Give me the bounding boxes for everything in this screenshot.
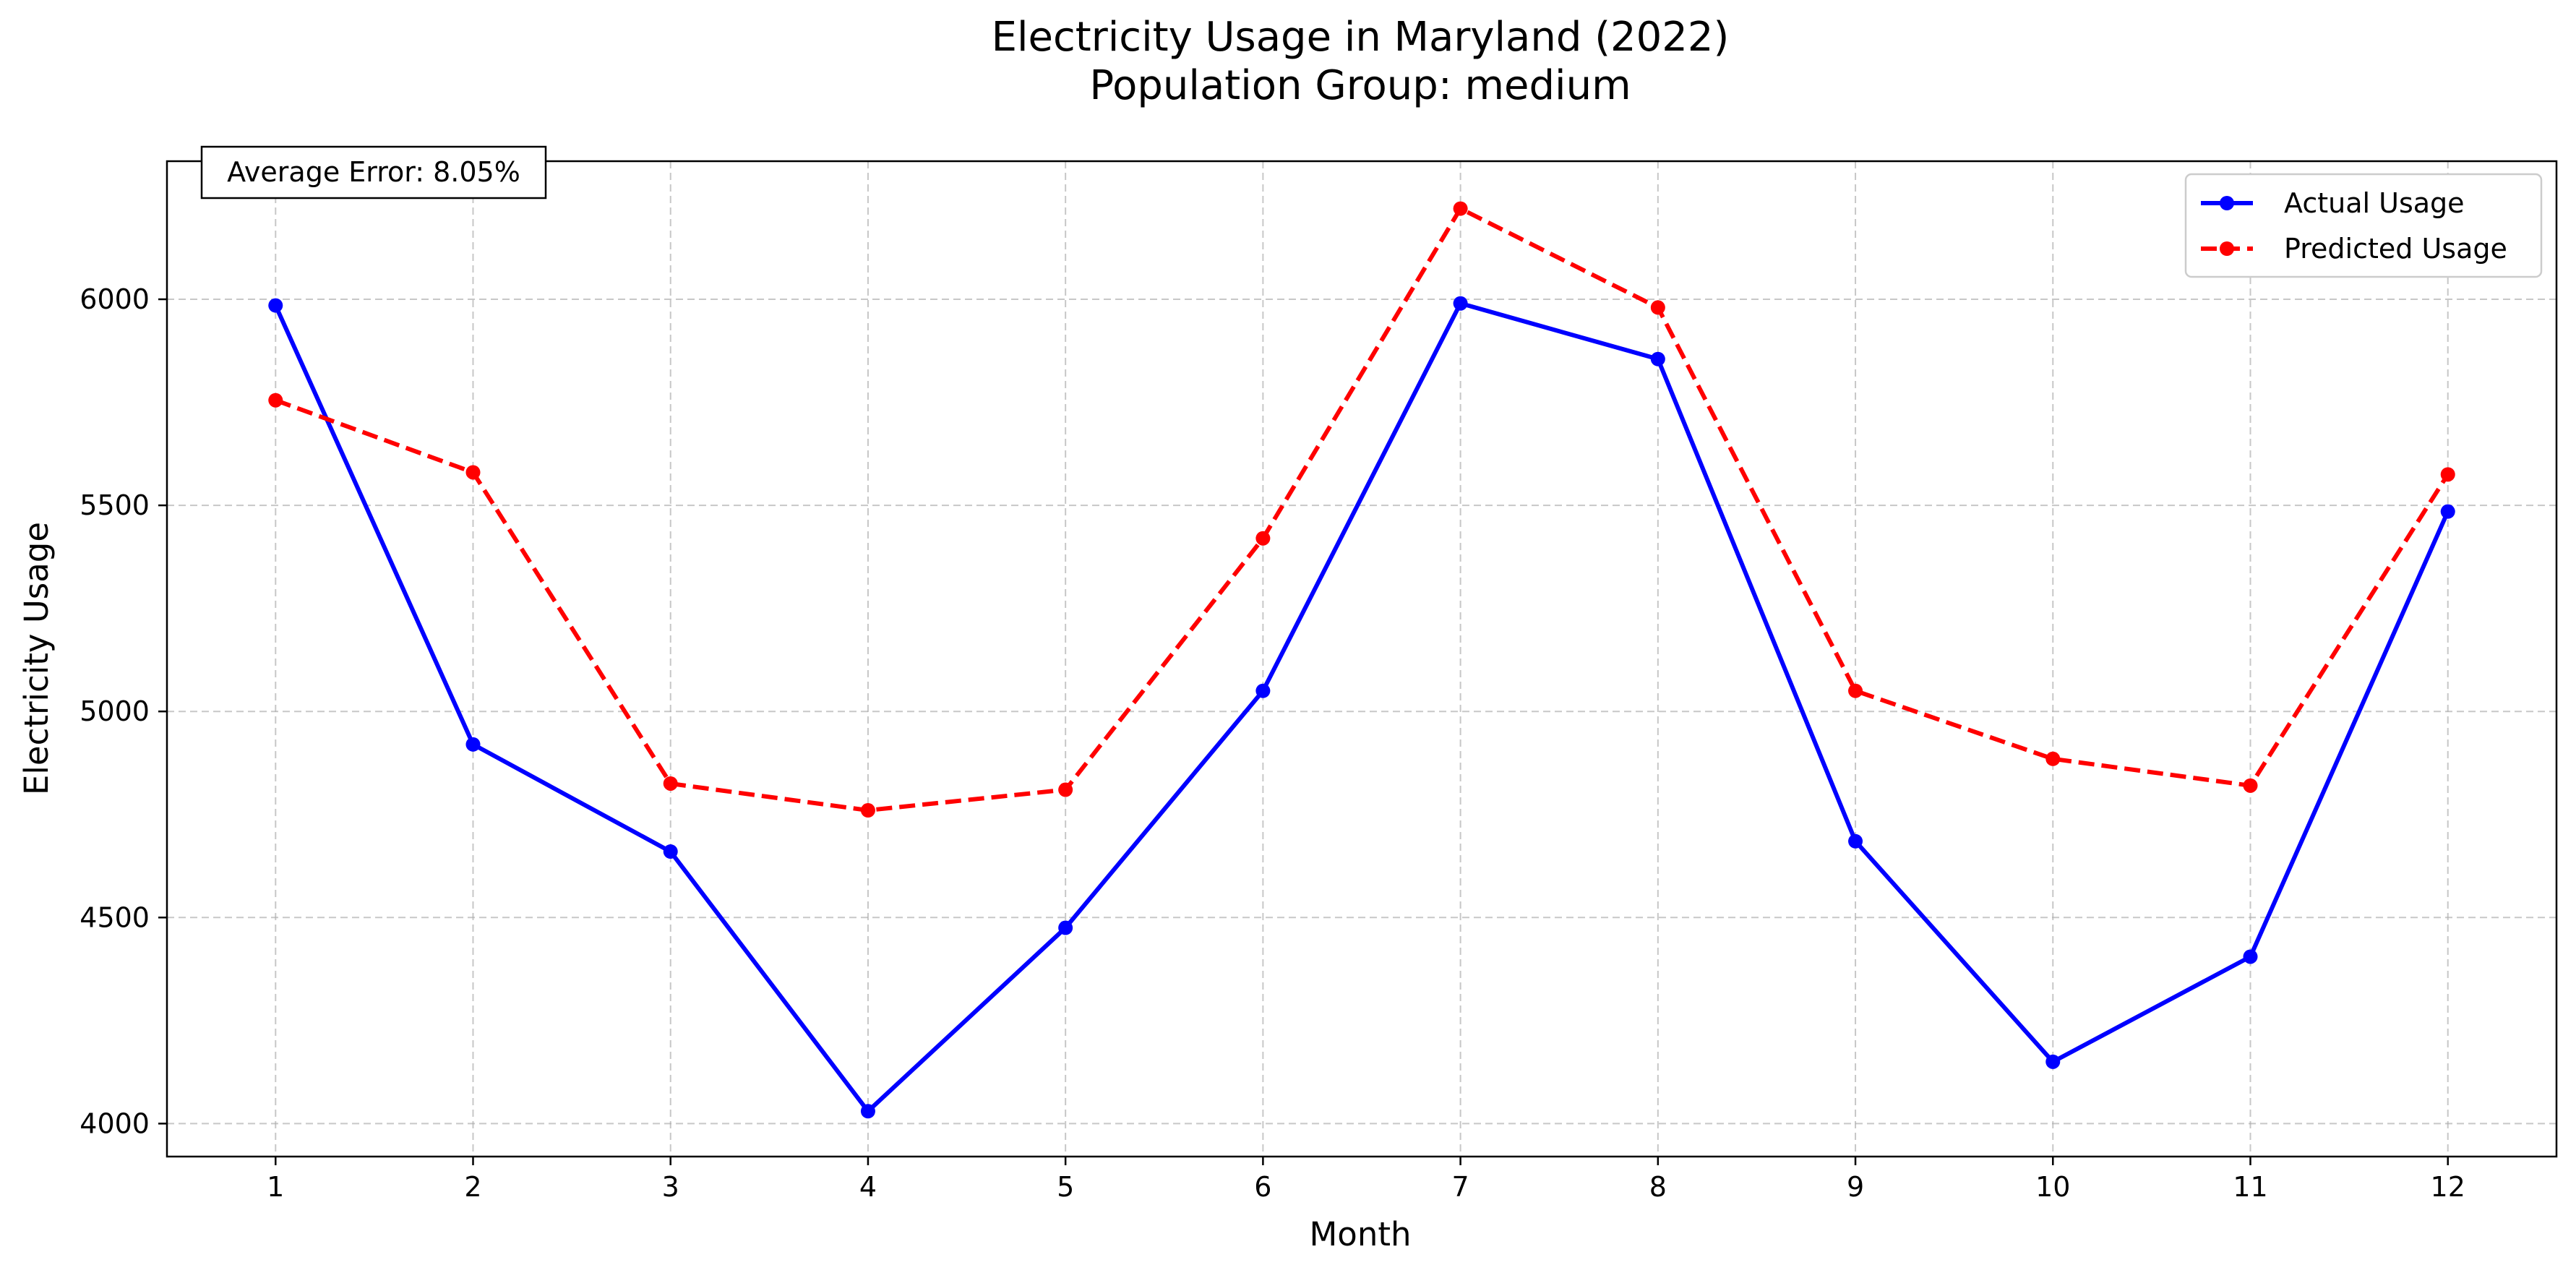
- actual-usage-point: [2045, 1054, 2061, 1069]
- y-tick-label: 6000: [80, 283, 150, 315]
- x-tick-label: 1: [267, 1171, 284, 1203]
- actual-usage-point: [1058, 920, 1073, 935]
- actual-usage-point: [1848, 833, 1863, 849]
- y-tick-label: 4500: [80, 901, 150, 933]
- predicted-usage-point: [1848, 683, 1863, 698]
- x-tick-label: 11: [2233, 1171, 2267, 1203]
- predicted-usage-point: [2045, 751, 2061, 766]
- x-tick-label: 4: [859, 1171, 877, 1203]
- predicted-usage-point: [268, 393, 283, 408]
- x-tick-label: 6: [1254, 1171, 1271, 1203]
- x-tick-label: 12: [2431, 1171, 2465, 1203]
- chart-subtitle: Population Group: medium: [1089, 62, 1631, 109]
- y-axis-label: Electricity Usage: [17, 522, 56, 795]
- predicted-usage-point: [2243, 778, 2258, 793]
- legend-box: [2184, 173, 2543, 278]
- actual-usage-point: [860, 1104, 875, 1119]
- series-group: [268, 201, 2455, 1119]
- legend-actual-usage-label: Actual Usage: [2284, 187, 2465, 219]
- actual-usage-point: [2243, 949, 2258, 964]
- predicted-usage-point: [1650, 300, 1665, 315]
- x-tick-label: 9: [1847, 1171, 1864, 1203]
- predicted-usage-point: [2440, 467, 2455, 482]
- y-tick-label: 5000: [80, 695, 150, 727]
- actual-usage-point: [465, 737, 481, 752]
- plot-frame: [166, 160, 2558, 1158]
- predicted-usage-point: [860, 803, 875, 818]
- legend-items: Actual Usage Predicted Usage: [2201, 187, 2507, 265]
- annotation-text: Average Error: 8.05%: [227, 156, 520, 188]
- actual-usage-point: [663, 844, 678, 859]
- actual-usage-point: [268, 298, 283, 313]
- actual-usage-line: [273, 301, 2450, 1114]
- actual-usage-point: [1255, 683, 1271, 698]
- y-tick-label: 4000: [80, 1107, 150, 1139]
- legend: Actual Usage Predicted Usage: [2184, 173, 2543, 278]
- x-tick-label: 7: [1452, 1171, 1469, 1203]
- legend-predicted-usage-label: Predicted Usage: [2284, 233, 2507, 265]
- chart-title: Electricity Usage in Maryland (2022): [992, 14, 1730, 61]
- x-tick-label: 8: [1649, 1171, 1667, 1203]
- actual-usage-point: [1650, 351, 1665, 366]
- average-error-annotation: Average Error: 8.05%: [200, 145, 547, 200]
- annotation-box: [200, 145, 547, 200]
- x-axis-label: Month: [1309, 1215, 1411, 1253]
- x-tick-label: 3: [662, 1171, 679, 1203]
- actual-usage-point: [2440, 504, 2455, 519]
- predicted-usage-point: [1058, 782, 1073, 797]
- x-tick-label: 5: [1057, 1171, 1074, 1203]
- x-tick-label: 2: [464, 1171, 481, 1203]
- y-tick-label: 5500: [80, 489, 150, 521]
- actual-usage-point: [1453, 296, 1468, 311]
- legend-actual-usage-marker: [2220, 196, 2234, 210]
- legend-predicted-usage-marker: [2220, 241, 2234, 256]
- predicted-usage-point: [1255, 531, 1271, 546]
- predicted-usage-point: [1453, 201, 1468, 216]
- predicted-usage-line: [275, 206, 2450, 812]
- predicted-usage-point: [465, 465, 481, 480]
- grid: [167, 161, 2556, 1157]
- predicted-usage-point: [663, 776, 678, 791]
- x-tick-label: 10: [2035, 1171, 2070, 1203]
